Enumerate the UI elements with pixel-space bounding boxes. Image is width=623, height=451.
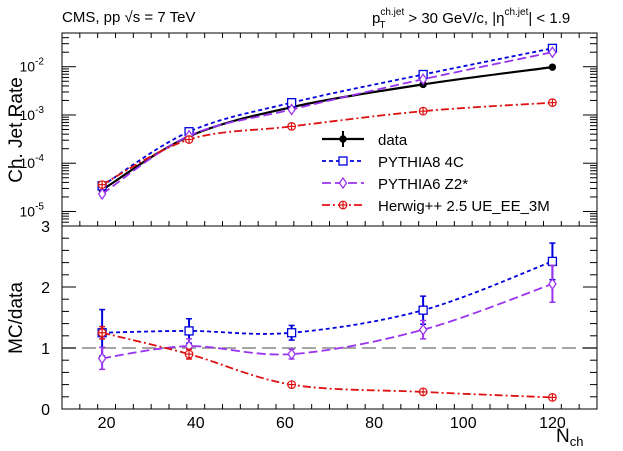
ratio-point-herwig-2-5-ue-ee-3m <box>418 387 428 397</box>
top-y-tick-label: 10-2 <box>20 57 45 75</box>
data-point-pythia6-z2 <box>418 73 428 86</box>
legend: data PYTHIA8 4C PYTHIA6 Z2* Herwig++ 2.5 UE… <box>322 131 550 215</box>
legend-label-herwig-2-5-ue-ee-3m: Herwig++ 2.5 UE_EE_3M <box>378 198 550 215</box>
top-y-tick-exponent: -2 <box>35 57 44 68</box>
marker-diamond <box>338 176 348 190</box>
header-right-mid: > 30 GeV/c, |η <box>404 10 504 27</box>
top-y-tick-label: 10-3 <box>20 105 45 123</box>
legend-marker-data <box>339 135 347 143</box>
top-y-tick-base: 10 <box>20 155 36 171</box>
top-series-group <box>97 43 558 201</box>
data-point-herwig-2-5-ue-ee-3m <box>184 135 194 144</box>
bottom-series-group <box>97 242 558 402</box>
top-y-axis: 10-510-410-310-2 <box>20 32 597 223</box>
series-line-pythia6-z2 <box>101 51 553 195</box>
ratio-line-herwig-2-5-ue-ee-3m <box>101 331 553 399</box>
marker-diamond <box>548 277 557 291</box>
series-line-data <box>101 66 553 191</box>
ratio-point-pythia8-4c <box>184 326 194 336</box>
ratio-point-herwig-2-5-ue-ee-3m <box>184 349 194 359</box>
header-right-end: | < 1.9 <box>528 10 570 27</box>
header-right-p: p <box>372 10 380 27</box>
top-y-tick-exponent: -4 <box>35 153 44 164</box>
header-left: CMS, pp √s = 7 TeV <box>62 9 195 26</box>
marker-diamond <box>418 323 428 336</box>
marker-diamond <box>418 73 428 86</box>
ratio-point-pythia6-z2 <box>287 347 296 361</box>
legend-label-pythia6-z2: PYTHIA6 Z2* <box>378 176 468 193</box>
x-axis-label: Nch <box>556 426 583 449</box>
marker-circle <box>339 135 347 143</box>
data-point-pythia6-z2 <box>548 46 557 59</box>
legend-label-pythia8-4c: PYTHIA8 4C <box>378 154 464 171</box>
bottom-x-axis: 20 40 60 80 100 120 <box>61 404 598 432</box>
legend-marker-pythia6-z2 <box>338 176 348 190</box>
data-point-herwig-2-5-ue-ee-3m <box>97 180 107 190</box>
bottom-y-axis: 0 1 2 3 <box>41 219 597 419</box>
top-y-tick-base: 10 <box>20 107 36 123</box>
marker-square <box>418 305 428 315</box>
top-y-tick-base: 10 <box>20 59 36 75</box>
marker-square <box>338 156 348 166</box>
ratio-point-herwig-2-5-ue-ee-3m <box>548 393 557 402</box>
marker-diamond <box>97 187 107 201</box>
ratio-point-herwig-2-5-ue-ee-3m <box>287 380 297 390</box>
top-y-tick-exponent: -5 <box>35 201 44 212</box>
data-point-herwig-2-5-ue-ee-3m <box>548 98 557 108</box>
ratio-point-pythia6-z2 <box>97 352 107 365</box>
top-y-tick-label: 10-4 <box>20 153 45 171</box>
bottom-y-axis-label: MC/data <box>6 282 27 354</box>
ratio-point-herwig-2-5-ue-ee-3m <box>97 328 107 338</box>
bottom-x-tick-label: 80 <box>365 415 383 432</box>
top-y-tick-base: 10 <box>20 203 36 219</box>
ratio-point-pythia6-z2 <box>418 323 428 336</box>
ratio-point-pythia8-4c <box>547 256 558 267</box>
marker-square <box>286 328 297 338</box>
top-x-axis <box>61 33 598 226</box>
data-point-herwig-2-5-ue-ee-3m <box>287 121 297 131</box>
legend-marker-herwig-2-5-ue-ee-3m <box>338 200 348 210</box>
bottom-panel: 0 1 2 3 20 40 60 80 100 120 MC/data Nch <box>6 219 598 449</box>
data-point-pythia6-z2 <box>287 103 296 116</box>
bottom-y-tick-label: 3 <box>41 219 50 236</box>
x-axis-label-sub: ch <box>570 434 584 449</box>
ratio-point-pythia8-4c <box>418 305 428 315</box>
series-line-pythia8-4c <box>101 47 553 187</box>
bottom-x-tick-label: 100 <box>450 415 477 432</box>
bottom-x-tick-label: 20 <box>98 415 116 432</box>
ratio-line-pythia8-4c <box>102 260 553 335</box>
legend-marker-pythia8-4c <box>338 156 348 166</box>
ratio-point-pythia6-z2 <box>548 277 557 291</box>
top-y-tick-label: 10-5 <box>20 201 45 219</box>
series-line-herwig-2-5-ue-ee-3m <box>101 101 553 186</box>
data-point-herwig-2-5-ue-ee-3m <box>418 106 428 116</box>
marker-square <box>547 256 558 267</box>
bottom-y-tick-label: 0 <box>41 402 50 419</box>
bottom-y-tick-label: 1 <box>41 341 50 358</box>
marker-diamond <box>287 347 296 361</box>
bottom-y-tick-label: 2 <box>41 280 50 297</box>
bottom-x-tick-label: 60 <box>276 415 294 432</box>
header-right: pTch.jet > 30 GeV/c, |ηch.jet| < 1.9 <box>372 7 570 31</box>
bottom-plot-frame <box>61 225 598 410</box>
ratio-point-pythia8-4c <box>286 328 297 338</box>
header-right-t-sub: T <box>379 20 385 31</box>
top-panel: 10-510-410-310-2 Ch. Jet Rate dataPYTHIA… <box>6 32 598 227</box>
marker-square <box>184 326 194 336</box>
x-axis-label-main: N <box>556 426 570 447</box>
marker-circle <box>548 63 557 71</box>
header-right-chjet-sup-1: ch.jet <box>380 7 404 18</box>
marker-diamond <box>287 103 296 116</box>
top-y-tick-exponent: -3 <box>35 105 44 116</box>
data-point-data <box>548 63 557 71</box>
bottom-x-tick-label: 40 <box>187 415 205 432</box>
data-point-pythia6-z2 <box>97 187 107 201</box>
top-y-axis-label: Ch. Jet Rate <box>6 77 27 183</box>
bottom-x-tick-label: 120 <box>539 415 566 432</box>
marker-diamond <box>97 352 107 365</box>
marker-diamond <box>548 46 557 59</box>
legend-label-data: data <box>378 132 408 149</box>
header-right-chjet-sup-2: ch.jet <box>504 7 528 18</box>
